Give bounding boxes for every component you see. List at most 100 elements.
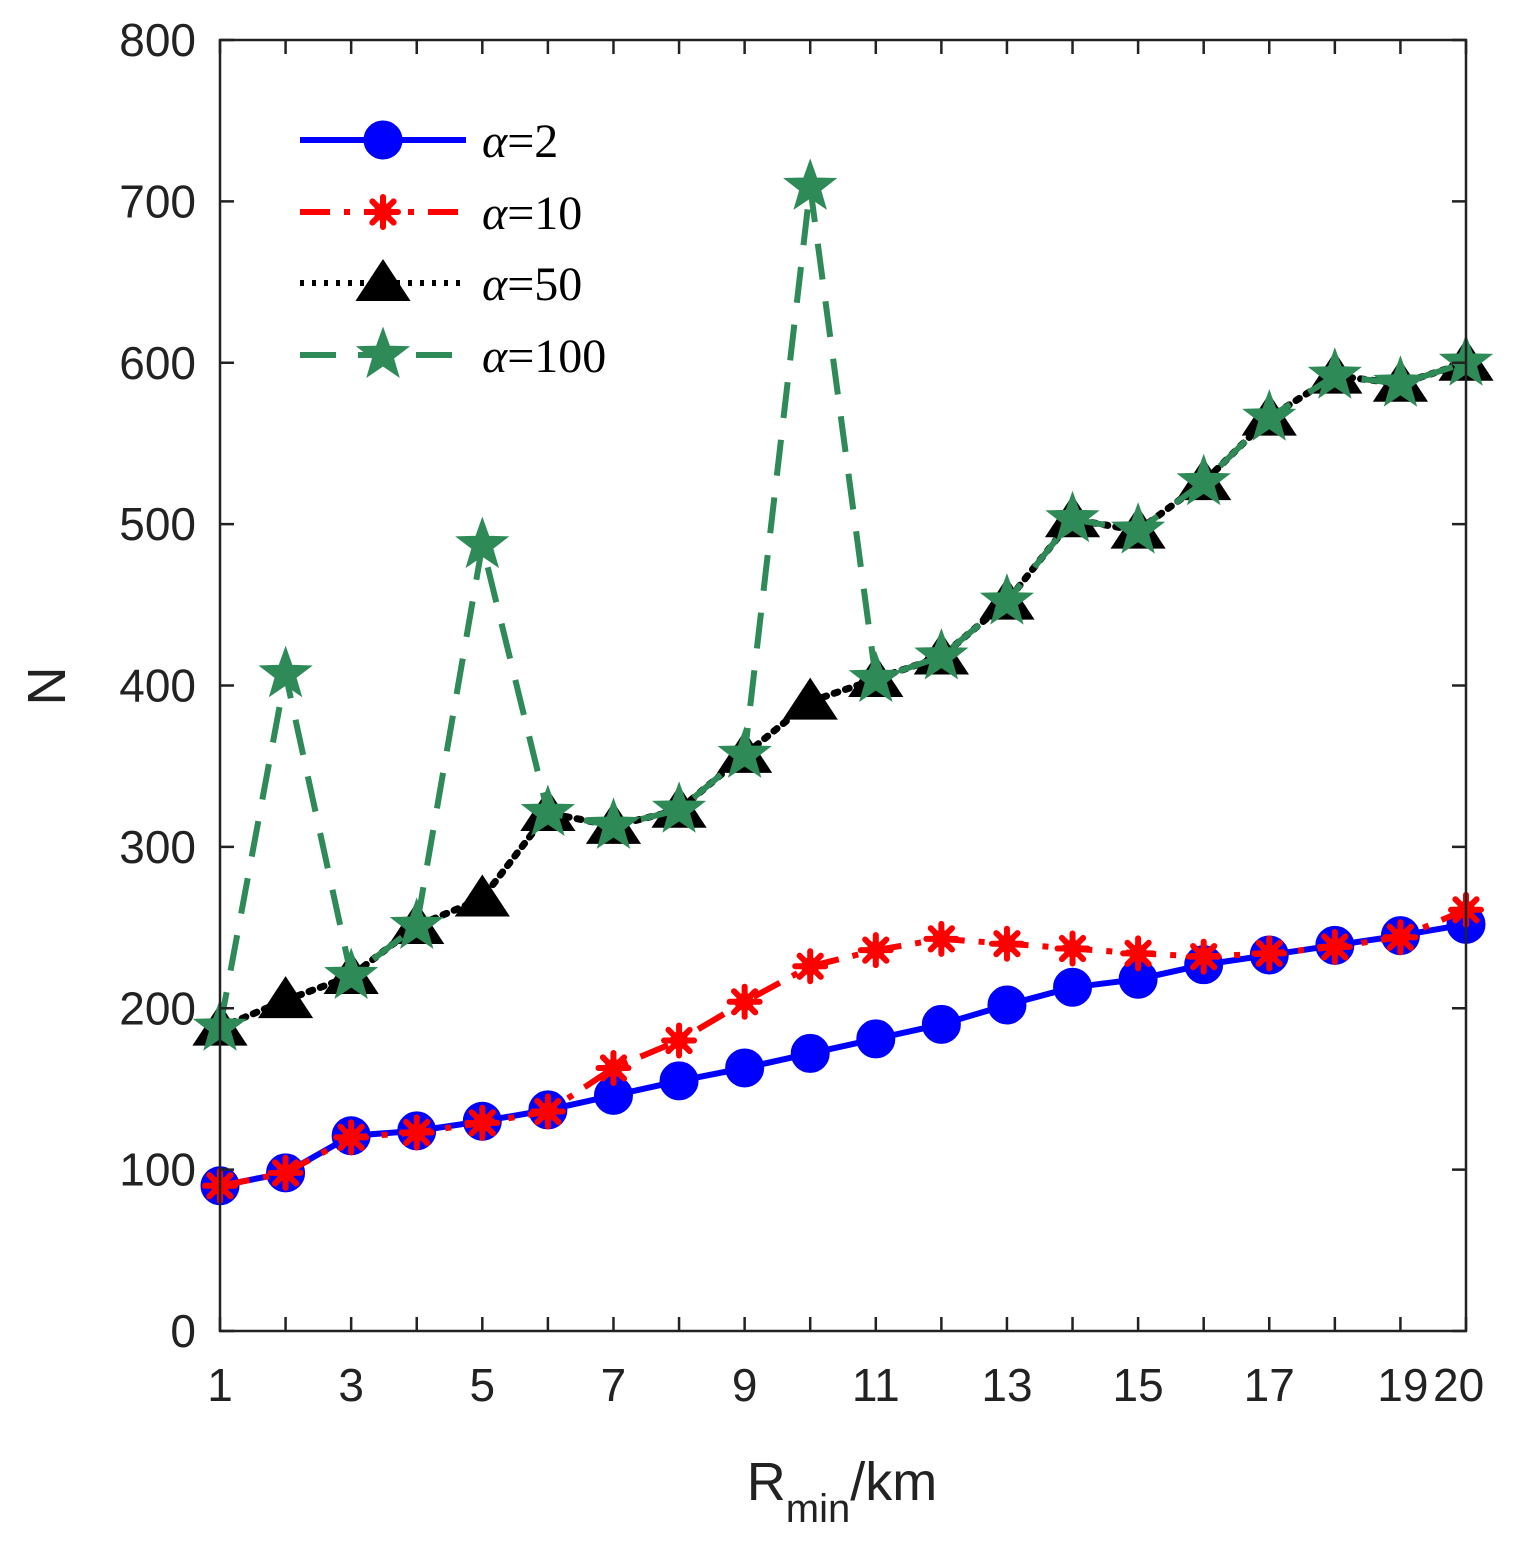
x-axis-title-main: R [747, 1452, 786, 1512]
y-tick-label: 800 [119, 14, 196, 66]
asterisk-core [473, 1113, 492, 1132]
asterisk-core [1260, 944, 1279, 963]
legend-label-greek: α [482, 258, 508, 311]
data-point [1054, 930, 1091, 967]
legend-label-value: =100 [507, 330, 606, 383]
x-axis-title-subscript: min [786, 1487, 850, 1531]
y-tick-label: 500 [119, 498, 196, 550]
legend-marker [363, 120, 403, 160]
data-point [520, 784, 576, 836]
data-point [267, 1154, 304, 1191]
data-point [1120, 935, 1157, 972]
data-point [595, 1049, 632, 1086]
data-point [257, 976, 314, 1019]
legend-entry-1: α=2 [300, 115, 558, 168]
x-tick-label: 7 [601, 1359, 627, 1411]
legend-marker [355, 259, 411, 301]
legend-marker [355, 326, 411, 378]
series-layer [192, 158, 1494, 1206]
asterisk-core [1325, 937, 1344, 956]
data-point [398, 1114, 435, 1151]
series-line [217, 183, 1467, 1029]
legend-entry-2: α=10 [300, 187, 582, 240]
data-point [454, 874, 510, 917]
data-point [464, 1104, 501, 1141]
x-tick-label: 17 [1244, 1359, 1295, 1411]
y-axis-title: N [17, 667, 77, 706]
data-point [979, 573, 1035, 625]
data-point [1185, 938, 1222, 975]
asterisk-core [670, 1031, 689, 1050]
legend-label-value: =50 [507, 258, 582, 311]
data-point [1307, 347, 1362, 399]
data-point [333, 1119, 370, 1156]
data-point [848, 650, 903, 703]
data-point [783, 158, 838, 210]
data-point [988, 925, 1025, 962]
data-point [914, 628, 969, 680]
asterisk-core [538, 1102, 557, 1121]
asterisk-core [276, 1163, 295, 1182]
asterisk-core [374, 203, 392, 221]
data-point [792, 948, 829, 985]
y-tick-label: 600 [119, 337, 196, 389]
data-point [725, 1048, 765, 1088]
asterisk-core [342, 1128, 361, 1147]
x-tick-label: 20 [1433, 1359, 1484, 1411]
y-tick-label: 0 [170, 1305, 196, 1357]
x-tick-label: 9 [732, 1359, 758, 1411]
legend-label: α=10 [482, 187, 582, 240]
data-point [455, 516, 510, 569]
y-tick-label: 200 [119, 982, 196, 1034]
legend-entry-4: α=100 [300, 326, 606, 383]
data-point [790, 1033, 830, 1073]
legend-label: α=50 [482, 258, 582, 311]
data-point [1242, 389, 1297, 441]
legend-entry-3: α=50 [300, 258, 582, 311]
legend: α=2α=10α=50α=100 [300, 115, 606, 383]
legend-label-greek: α [482, 187, 508, 240]
x-tick-label: 19 [1377, 1359, 1428, 1411]
x-tick-label: 5 [470, 1359, 496, 1411]
legend-label-greek: α [482, 330, 508, 383]
asterisk-core [735, 992, 754, 1011]
data-point [1045, 490, 1100, 543]
asterisk-core [604, 1058, 623, 1077]
y-tick-label: 700 [119, 175, 196, 227]
asterisk-core [407, 1123, 426, 1142]
y-tick-label: 300 [119, 821, 196, 873]
data-point [923, 920, 960, 957]
data-point [987, 985, 1027, 1025]
data-point [1176, 453, 1231, 506]
asterisk-core [1063, 939, 1082, 958]
data-point [717, 726, 772, 778]
data-point [324, 947, 379, 1000]
legend-label-greek: α [482, 115, 508, 168]
data-point [586, 797, 641, 849]
asterisk-core [997, 934, 1016, 953]
data-point [1251, 935, 1288, 972]
x-tick-label: 1 [207, 1359, 233, 1411]
x-tick-label: 11 [852, 1359, 900, 1411]
data-point [659, 1061, 699, 1101]
data-point [1110, 502, 1166, 554]
x-tick-label: 3 [338, 1359, 364, 1411]
data-point [661, 1022, 698, 1059]
data-point [1382, 919, 1419, 956]
data-point [258, 645, 313, 698]
series-α=2 [200, 904, 1486, 1206]
data-point [1316, 928, 1353, 965]
data-point [726, 983, 763, 1020]
data-point [782, 677, 838, 720]
y-tick-label: 400 [119, 660, 196, 712]
data-point [857, 932, 894, 969]
data-point [921, 1004, 961, 1044]
asterisk-core [932, 929, 951, 948]
series-α=100 [192, 158, 1494, 1051]
legend-label: α=100 [482, 330, 606, 383]
asterisk-core [1129, 944, 1148, 963]
asterisk-core [1194, 947, 1213, 966]
asterisk-core [801, 957, 820, 976]
